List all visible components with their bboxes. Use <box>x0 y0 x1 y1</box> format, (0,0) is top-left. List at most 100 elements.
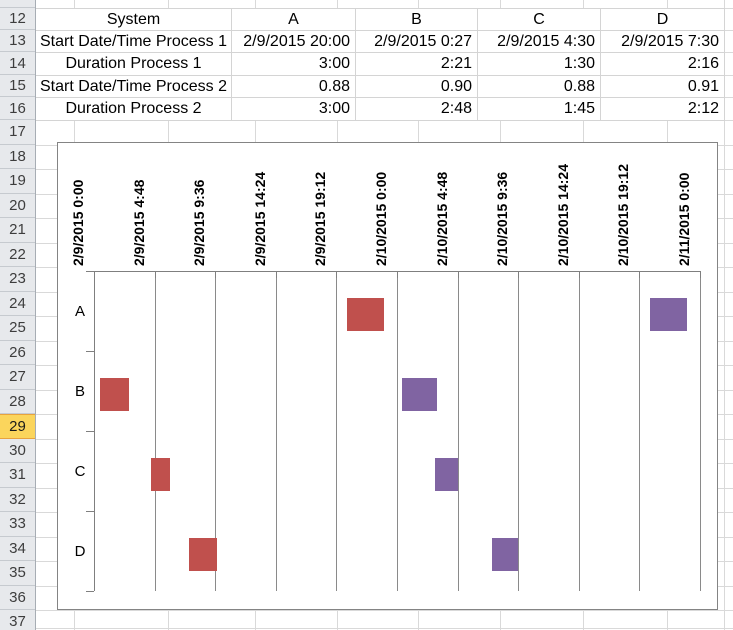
table-cell[interactable]: 0.90 <box>356 76 478 98</box>
row-header-32[interactable]: 32 <box>0 487 35 512</box>
row-header-27[interactable]: 27 <box>0 365 35 390</box>
category-axis-line <box>94 271 95 591</box>
category-label-b: B <box>74 382 85 400</box>
bar-process-2-c[interactable] <box>434 457 458 491</box>
process-data-table: System A B C D Start Date/Time Process 1… <box>36 8 725 121</box>
x-axis-tick-label: 2/9/2015 9:36 <box>191 179 208 266</box>
sheet-gridline-h <box>36 628 733 629</box>
sheet-gridline-h <box>36 610 733 611</box>
row-header-33[interactable]: 33 <box>0 512 35 537</box>
table-row-label[interactable]: Start Date/Time Process 2 <box>36 76 232 98</box>
x-axis-tick <box>215 271 217 278</box>
bar-process-1-b[interactable] <box>99 377 130 411</box>
bar-process-2-a[interactable] <box>649 297 688 331</box>
table-cell[interactable]: 1:45 <box>478 98 601 121</box>
table-cell[interactable]: 3:00 <box>232 98 356 121</box>
table-cell[interactable]: 2:12 <box>601 98 725 121</box>
row-header-20[interactable]: 20 <box>0 193 35 218</box>
row-header-17[interactable]: 17 <box>0 120 35 145</box>
x-axis-tick-label: 2/9/2015 19:12 <box>312 171 329 266</box>
table-cell[interactable]: 3:00 <box>232 53 356 76</box>
row-header-35[interactable]: 35 <box>0 561 35 586</box>
chart-gridline <box>639 271 641 591</box>
chart-gridline <box>518 271 520 591</box>
table-cell-col-b[interactable]: B <box>356 9 478 31</box>
chart-gridline <box>154 271 156 591</box>
row-header-16[interactable]: 16 <box>0 97 35 120</box>
table-cell[interactable]: 2:48 <box>356 98 478 121</box>
bar-process-1-a[interactable] <box>346 297 385 331</box>
row-header-22[interactable]: 22 <box>0 242 35 267</box>
row-header-column: 12 13 14 15 16 17 18 19 20 21 22 23 24 25 26 27 28 29 30 31… <box>0 0 36 630</box>
row-header-36[interactable]: 36 <box>0 585 35 610</box>
bar-process-2-b[interactable] <box>402 377 438 411</box>
table-row-label[interactable]: Duration Process 1 <box>36 53 232 76</box>
table-cell[interactable]: 2:16 <box>601 53 725 76</box>
table-cell-system-header[interactable]: System <box>36 9 232 31</box>
x-axis-tick <box>700 271 701 278</box>
table-cell[interactable]: 2/9/2015 20:00 <box>232 31 356 53</box>
x-axis-tick-label: 2/11/2015 0:00 <box>676 172 692 266</box>
row-header-26[interactable]: 26 <box>0 340 35 365</box>
x-axis-tick-label: 2/10/2015 14:24 <box>554 164 571 266</box>
table-row-label[interactable]: Duration Process 2 <box>36 98 232 121</box>
x-axis-tick <box>397 271 398 278</box>
category-label-a: A <box>74 302 85 320</box>
bar-process-1-c[interactable] <box>150 457 170 491</box>
row-header-23[interactable]: 23 <box>0 267 35 292</box>
chart-gridline <box>215 271 217 591</box>
x-axis-line <box>94 271 700 272</box>
row-header-28[interactable]: 28 <box>0 389 35 414</box>
row-header-13[interactable]: 13 <box>0 30 35 52</box>
row-header-14[interactable]: 14 <box>0 52 35 75</box>
row-header-21[interactable]: 21 <box>0 218 35 243</box>
sheet-gridline-v <box>724 0 725 630</box>
row-header-19[interactable]: 19 <box>0 169 35 194</box>
x-axis-tick <box>275 271 277 278</box>
row-header-30[interactable]: 30 <box>0 438 35 463</box>
table-row-label[interactable]: Start Date/Time Process 1 <box>36 31 232 53</box>
table-cell[interactable]: 0.91 <box>601 76 725 98</box>
x-axis-tick-label: 2/9/2015 14:24 <box>251 171 268 266</box>
row-header-29[interactable]: 29 <box>0 414 35 439</box>
category-axis-tick <box>86 511 94 512</box>
x-axis-tick <box>154 271 156 278</box>
table-cell-col-d[interactable]: D <box>601 9 725 31</box>
x-axis-tick-label: 2/10/2015 4:48 <box>433 171 450 266</box>
gantt-chart[interactable]: 2/9/2015 0:00 2/9/2015 4:48 2/9/2015 9:36 2… <box>57 142 718 610</box>
x-axis-tick <box>336 271 338 278</box>
category-axis-tick <box>86 431 94 432</box>
table-cell[interactable]: 2:21 <box>356 53 478 76</box>
table-cell-col-a[interactable]: A <box>232 9 356 31</box>
row-header-18[interactable]: 18 <box>0 144 35 169</box>
chart-gridline <box>275 271 277 591</box>
category-label-c: C <box>74 462 86 480</box>
row-header-25[interactable]: 25 <box>0 316 35 341</box>
x-axis-tick <box>578 271 580 278</box>
row-header-12[interactable]: 12 <box>0 8 35 30</box>
row-header-34[interactable]: 34 <box>0 536 35 561</box>
row-header-31[interactable]: 31 <box>0 463 35 488</box>
table-cell[interactable]: 2/9/2015 7:30 <box>601 31 725 53</box>
category-axis-tick <box>86 591 94 592</box>
chart-gridline <box>578 271 580 591</box>
bar-process-1-d[interactable] <box>188 537 218 571</box>
table-cell[interactable]: 2/9/2015 4:30 <box>478 31 601 53</box>
category-axis-tick <box>86 271 94 272</box>
x-axis-tick-label: 2/9/2015 0:00 <box>70 179 86 266</box>
row-header-37[interactable]: 37 <box>0 610 35 630</box>
x-axis-tick-label: 2/9/2015 4:48 <box>130 179 147 266</box>
table-cell-col-c[interactable]: C <box>478 9 601 31</box>
table-cell[interactable]: 2/9/2015 0:27 <box>356 31 478 53</box>
x-axis-tick-label: 2/10/2015 0:00 <box>373 171 389 266</box>
table-cell[interactable]: 0.88 <box>478 76 601 98</box>
table-cell[interactable]: 1:30 <box>478 53 601 76</box>
category-label-d: D <box>74 542 86 560</box>
table-cell[interactable]: 0.88 <box>232 76 356 98</box>
row-header-24[interactable]: 24 <box>0 291 35 316</box>
x-axis-tick-label: 2/10/2015 19:12 <box>615 164 632 266</box>
chart-gridline <box>397 271 398 591</box>
row-header-15[interactable]: 15 <box>0 75 35 97</box>
bar-process-2-d[interactable] <box>491 537 519 571</box>
